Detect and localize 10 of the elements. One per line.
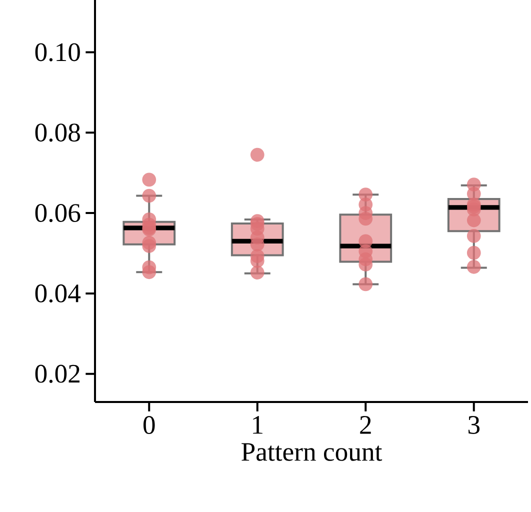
x-axis-title: Pattern count [242,443,382,461]
x-tick-label: 2 [360,416,371,434]
y-tick-label: 0.10 [35,43,80,62]
y-tick-label: 0.04 [35,284,81,303]
x-tick-label: 1 [253,416,262,434]
x-tick-label: 0 [143,416,155,434]
x-tick-label: 3 [468,416,480,434]
y-tick-label: 0.02 [35,364,80,383]
y-tick-label: 0.06 [35,204,80,222]
y-tick-label: 0.08 [35,124,80,142]
